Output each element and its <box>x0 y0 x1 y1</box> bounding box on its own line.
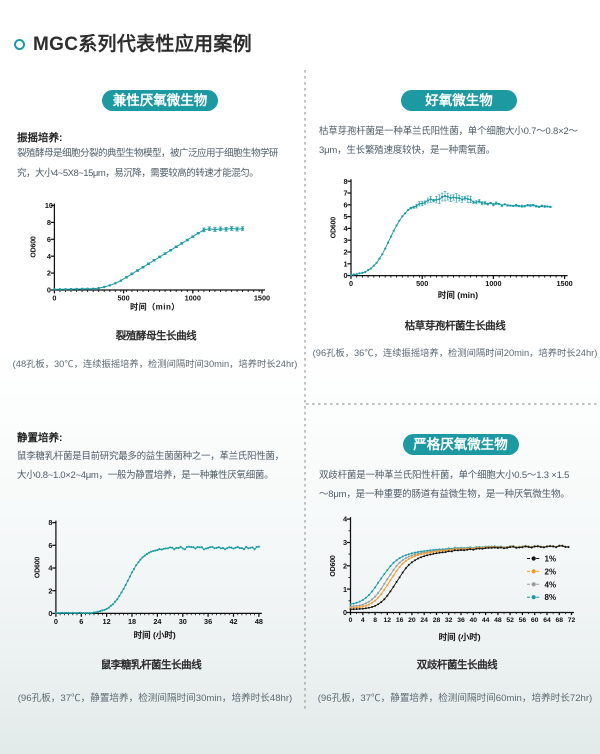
svg-text:24: 24 <box>153 617 162 626</box>
svg-text:2: 2 <box>343 561 347 570</box>
svg-text:42: 42 <box>229 617 237 626</box>
svg-text:时间 (min): 时间 (min) <box>438 290 478 300</box>
svg-text:6: 6 <box>343 200 347 209</box>
svg-text:0: 0 <box>47 286 51 295</box>
svg-text:2: 2 <box>48 586 52 595</box>
svg-text:2: 2 <box>47 269 51 278</box>
svg-text:0: 0 <box>349 617 353 624</box>
svg-text:7: 7 <box>343 189 347 198</box>
svg-text:2: 2 <box>343 248 347 257</box>
svg-text:20: 20 <box>408 617 416 624</box>
svg-text:OD600: OD600 <box>331 217 338 238</box>
svg-text:OD600: OD600 <box>330 555 337 576</box>
svg-text:2%: 2% <box>545 567 557 576</box>
svg-text:1000: 1000 <box>185 294 201 303</box>
svg-text:4: 4 <box>361 617 365 624</box>
svg-text:18: 18 <box>128 617 136 626</box>
svg-text:1500: 1500 <box>556 279 572 288</box>
svg-text:1500: 1500 <box>254 294 270 303</box>
svg-text:72: 72 <box>568 617 576 624</box>
svg-text:6: 6 <box>48 541 52 550</box>
svg-text:时间（min）: 时间（min） <box>130 302 180 312</box>
svg-text:8: 8 <box>47 218 51 227</box>
svg-text:36: 36 <box>204 617 212 626</box>
svg-text:12: 12 <box>103 617 111 626</box>
svg-text:6: 6 <box>47 235 51 244</box>
svg-text:4: 4 <box>47 252 52 261</box>
svg-text:0: 0 <box>52 294 56 303</box>
svg-text:1: 1 <box>343 585 347 594</box>
svg-text:5: 5 <box>343 212 347 221</box>
svg-text:52: 52 <box>506 617 514 624</box>
svg-text:64: 64 <box>543 617 551 624</box>
svg-text:8%: 8% <box>545 593 557 602</box>
svg-text:36: 36 <box>457 617 465 624</box>
svg-text:时间 (小时): 时间 (小时) <box>134 630 176 640</box>
svg-text:3: 3 <box>343 538 347 547</box>
svg-text:44: 44 <box>482 617 490 624</box>
svg-text:8: 8 <box>48 518 52 527</box>
svg-text:OD600: OD600 <box>35 557 42 578</box>
svg-text:32: 32 <box>445 617 453 624</box>
svg-text:1000: 1000 <box>485 279 501 288</box>
svg-text:4: 4 <box>343 515 348 524</box>
svg-text:8: 8 <box>373 617 377 624</box>
svg-text:68: 68 <box>556 617 564 624</box>
svg-text:48: 48 <box>494 617 502 624</box>
svg-text:1: 1 <box>343 259 347 268</box>
svg-text:4: 4 <box>343 224 348 233</box>
svg-text:48: 48 <box>255 617 263 626</box>
svg-text:1%: 1% <box>545 555 557 564</box>
svg-text:6: 6 <box>79 617 83 626</box>
svg-text:12: 12 <box>384 617 392 624</box>
svg-text:0: 0 <box>343 271 347 280</box>
svg-text:24: 24 <box>420 617 428 624</box>
svg-text:30: 30 <box>179 617 187 626</box>
svg-text:60: 60 <box>531 617 539 624</box>
svg-text:时间 (小时): 时间 (小时) <box>439 632 481 642</box>
svg-text:0: 0 <box>343 608 347 617</box>
svg-text:500: 500 <box>416 279 428 288</box>
svg-text:4: 4 <box>48 564 53 573</box>
svg-text:3: 3 <box>343 236 347 245</box>
svg-text:16: 16 <box>396 617 404 624</box>
svg-text:8: 8 <box>343 177 347 186</box>
svg-text:40: 40 <box>470 617 478 624</box>
svg-text:0: 0 <box>48 609 52 618</box>
svg-text:0: 0 <box>54 617 58 626</box>
svg-text:OD600: OD600 <box>30 236 37 257</box>
svg-text:0: 0 <box>349 279 353 288</box>
svg-text:4%: 4% <box>545 580 557 589</box>
svg-text:10: 10 <box>45 201 53 210</box>
svg-text:56: 56 <box>519 617 527 624</box>
svg-text:28: 28 <box>433 617 441 624</box>
svg-text:500: 500 <box>118 294 130 303</box>
